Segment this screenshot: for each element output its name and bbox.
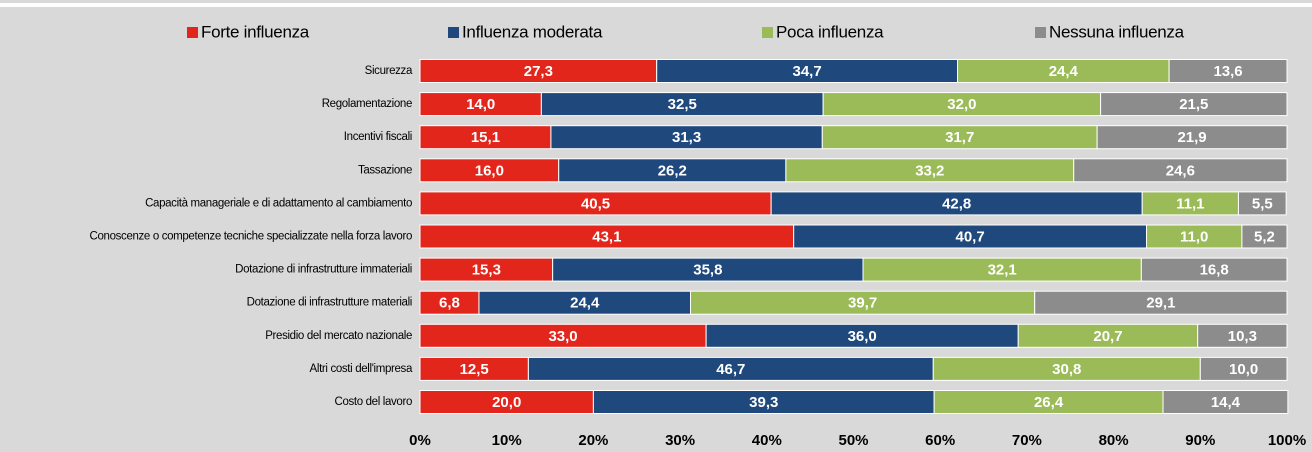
data-label: 39,7 [848, 295, 877, 312]
data-label: 15,3 [472, 262, 501, 279]
category-label: Capacità manageriale e di adattamento al… [145, 197, 412, 209]
data-label: 12,5 [460, 361, 489, 378]
x-tick-label: 20% [578, 432, 608, 449]
category-label: Presidio del mercato nazionale [265, 330, 412, 342]
top-border [0, 3, 1312, 7]
category-label: Incentivi fiscali [344, 131, 412, 143]
data-label: 34,7 [793, 63, 822, 80]
data-label: 16,8 [1200, 262, 1229, 279]
data-label: 24,4 [1049, 63, 1079, 80]
legend-swatch [762, 27, 773, 38]
x-tick-label: 90% [1185, 432, 1215, 449]
category-label: Sicurezza [365, 65, 413, 77]
x-tick-label: 80% [1099, 432, 1129, 449]
legend-label: Forte influenza [201, 22, 310, 41]
x-tick-label: 100% [1268, 432, 1306, 449]
data-label: 6,8 [439, 295, 460, 312]
x-tick-label: 10% [492, 432, 522, 449]
data-label: 24,6 [1166, 162, 1195, 179]
legend-swatch [448, 27, 459, 38]
category-label: Tassazione [358, 164, 412, 176]
data-label: 32,5 [668, 96, 697, 113]
bar-segment [1073, 158, 1288, 183]
bar-segment [1241, 224, 1288, 249]
data-label: 11,1 [1176, 195, 1204, 212]
category-label: Costo del lavoro [335, 396, 413, 408]
bar-segment [1100, 92, 1288, 117]
data-label: 15,1 [471, 129, 500, 146]
data-label: 20,0 [492, 394, 521, 411]
data-label: 24,4 [570, 295, 600, 312]
data-label: 10,0 [1229, 361, 1258, 378]
data-label: 14,4 [1211, 394, 1241, 411]
data-label: 46,7 [716, 361, 745, 378]
data-label: 36,0 [848, 328, 877, 345]
category-label: Conoscenze o competenze tecniche special… [90, 231, 412, 243]
legend-label: Nessuna influenza [1049, 22, 1185, 41]
category-label: Regolamentazione [322, 98, 412, 110]
x-tick-label: 0% [409, 432, 431, 449]
bar-segment [1237, 191, 1287, 216]
data-label: 33,0 [548, 328, 577, 345]
data-label: 13,6 [1213, 63, 1242, 80]
x-tick-label: 50% [838, 432, 868, 449]
category-label: Dotazione di infrastrutture immateriali [235, 264, 412, 276]
data-label: 32,1 [988, 262, 1017, 279]
data-label: 32,0 [947, 96, 976, 113]
data-label: 43,1 [592, 228, 621, 245]
data-label: 39,3 [749, 394, 778, 411]
bar-segment [1140, 257, 1288, 282]
data-label: 29,1 [1146, 295, 1175, 312]
data-label: 42,8 [942, 195, 971, 212]
legend-label: Poca influenza [776, 22, 884, 41]
data-label: 31,3 [672, 129, 701, 146]
data-label: 33,2 [915, 162, 944, 179]
data-label: 26,4 [1034, 394, 1064, 411]
bar-segment [1199, 356, 1288, 381]
data-label: 21,9 [1177, 129, 1206, 146]
data-label: 16,0 [475, 162, 504, 179]
data-label: 26,2 [658, 162, 687, 179]
data-label: 11,0 [1180, 228, 1208, 245]
bar-segment [1197, 323, 1288, 348]
data-label: 21,5 [1179, 96, 1208, 113]
x-tick-label: 30% [665, 432, 695, 449]
bar-segment [1034, 290, 1288, 315]
bar-segment [1096, 125, 1288, 150]
bar-segment [1162, 390, 1289, 414]
legend-swatch [187, 27, 198, 38]
legend-label: Influenza moderata [462, 22, 603, 41]
category-label: Dotazione di infrastrutture materiali [247, 297, 412, 309]
data-label: 40,7 [956, 228, 985, 245]
legend-swatch [1035, 27, 1046, 38]
data-label: 27,3 [524, 63, 553, 80]
data-label: 31,7 [945, 129, 974, 146]
x-tick-label: 40% [752, 432, 782, 449]
x-tick-label: 60% [925, 432, 955, 449]
data-label: 20,7 [1093, 328, 1122, 345]
data-label: 40,5 [581, 195, 610, 212]
data-label: 10,3 [1228, 328, 1257, 345]
data-label: 30,8 [1052, 361, 1081, 378]
data-label: 35,8 [693, 262, 722, 279]
data-label: 14,0 [466, 96, 495, 113]
x-tick-label: 70% [1012, 432, 1042, 449]
data-label: 5,2 [1254, 228, 1275, 245]
category-label: Altri costi dell'impresa [310, 363, 413, 375]
data-label: 5,5 [1252, 195, 1273, 212]
bar-segment [1168, 59, 1288, 83]
